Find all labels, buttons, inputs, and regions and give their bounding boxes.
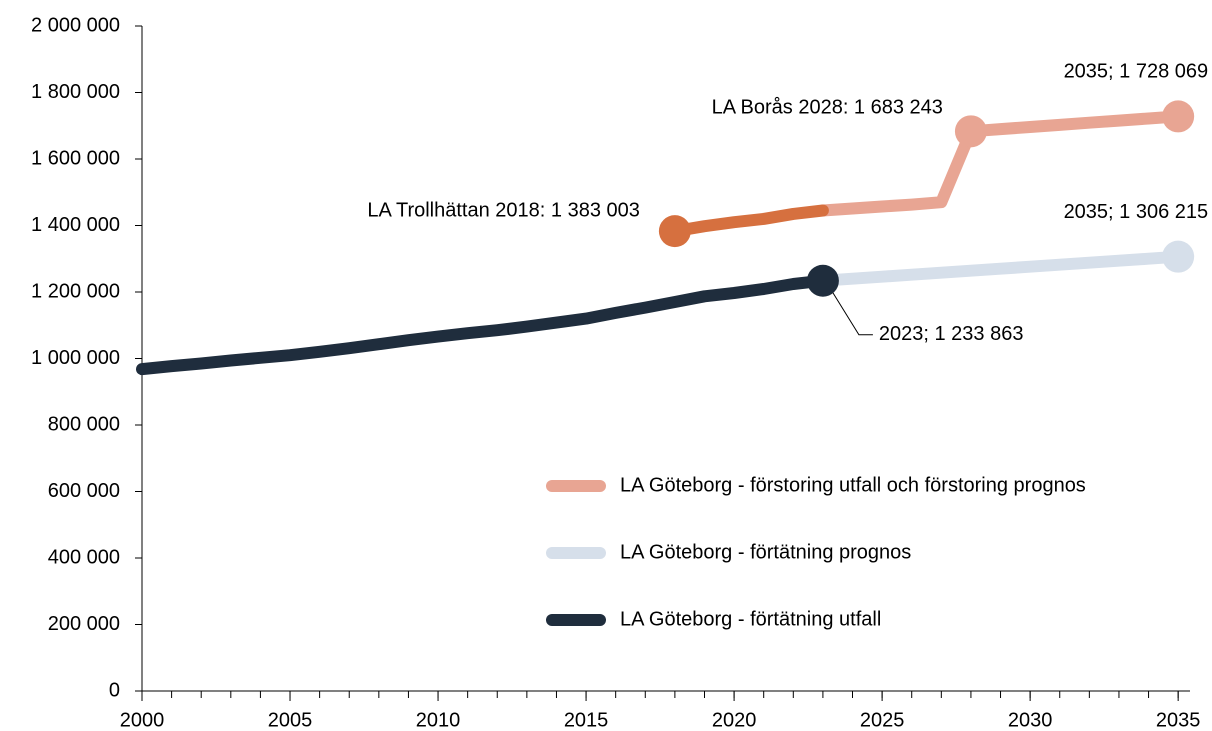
point-marker	[1162, 100, 1195, 133]
x-tick-label: 2015	[564, 709, 609, 731]
y-tick-label: 1 400 000	[31, 214, 120, 236]
x-tick-label: 2020	[712, 709, 757, 731]
y-tick-label: 1 800 000	[31, 81, 120, 103]
series-line	[816, 110, 1185, 217]
annotation: LA Borås 2028: 1 683 243	[712, 97, 943, 119]
legend-label: LA Göteborg - förstoring utfall och förs…	[620, 474, 1086, 496]
y-tick-label: 400 000	[48, 546, 120, 568]
x-tick-label: 2030	[1008, 709, 1053, 731]
y-tick-label: 1 200 000	[31, 280, 120, 302]
point-marker	[658, 215, 691, 248]
y-tick-label: 0	[109, 679, 120, 701]
point-marker	[954, 115, 987, 148]
legend-label: LA Göteborg - förtätning prognos	[620, 541, 911, 563]
legend-label: LA Göteborg - förtätning utfall	[620, 608, 881, 630]
y-tick-label: 600 000	[48, 480, 120, 502]
series-line	[816, 250, 1185, 287]
annotation: 2023; 1 233 863	[879, 323, 1024, 345]
x-tick-label: 2025	[860, 709, 905, 731]
annotation: LA Trollhättan 2018: 1 383 003	[367, 199, 639, 221]
x-tick-label: 2000	[120, 709, 165, 731]
point-marker	[1162, 240, 1195, 273]
x-tick-label: 2010	[416, 709, 461, 731]
x-tick-label: 2005	[268, 709, 313, 731]
y-tick-label: 2 000 000	[31, 14, 120, 36]
y-tick-label: 200 000	[48, 613, 120, 635]
series-line	[668, 204, 829, 238]
annotation: 2035; 1 306 215	[1064, 201, 1209, 223]
y-tick-label: 1 000 000	[31, 347, 120, 369]
x-tick-label: 2035	[1156, 709, 1201, 731]
series-line	[136, 274, 829, 376]
y-tick-label: 1 600 000	[31, 147, 120, 169]
leader-line	[832, 292, 873, 336]
y-tick-label: 800 000	[48, 413, 120, 435]
point-marker	[806, 264, 839, 297]
annotation: 2035; 1 728 069	[1064, 61, 1209, 83]
